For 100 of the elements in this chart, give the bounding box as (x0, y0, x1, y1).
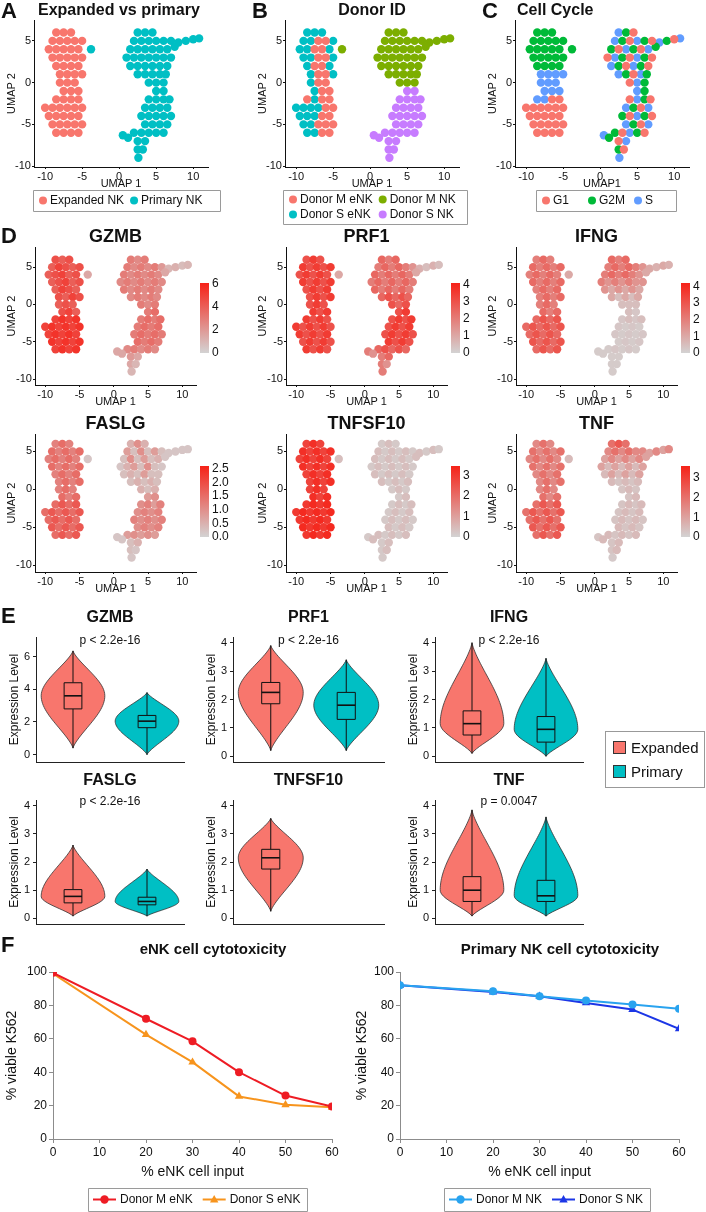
point (314, 120, 323, 129)
y-tick-label: 5 (276, 444, 283, 457)
y-tick-label: 60 (33, 1031, 48, 1046)
y-tick-label: 4 (220, 635, 227, 648)
y-tick-label: 1 (422, 720, 429, 733)
point (540, 45, 549, 54)
point (66, 28, 76, 37)
point (74, 95, 83, 104)
y-axis-title: UMAP 2 (485, 482, 498, 524)
point (529, 53, 538, 62)
y-tick-label: 5 (25, 444, 32, 457)
point (317, 61, 327, 71)
y-axis-title: UMAP 2 (4, 295, 17, 337)
point (621, 70, 631, 79)
legend-label: Donor S eNK (300, 206, 371, 221)
point (55, 78, 65, 87)
point (314, 78, 323, 87)
point (377, 61, 386, 71)
point (63, 103, 72, 112)
x-tick-label: 10 (438, 169, 451, 182)
text: E (1, 603, 16, 629)
y-tick-label: -5 (273, 520, 283, 533)
y-axis-title: UMAP 2 (255, 482, 268, 524)
point (629, 28, 638, 37)
x-tick-label: 5 (144, 387, 152, 400)
point (325, 61, 334, 71)
point (558, 36, 568, 46)
x-tick-label: -10 (288, 574, 305, 587)
chart-title: TNF (579, 412, 614, 433)
point (141, 1029, 151, 1038)
point (70, 36, 79, 46)
point (66, 45, 76, 54)
point (416, 95, 425, 104)
y-tick-label: 2 (220, 855, 227, 868)
x-tick-label: 10 (427, 574, 440, 587)
color-bar-label: 2 (463, 311, 470, 326)
point (414, 61, 423, 71)
legend-label: Donor M NK (476, 1191, 543, 1206)
x-tick-label: 5 (634, 169, 641, 182)
chart-title: PRF1 (288, 608, 330, 626)
point (402, 36, 412, 46)
x-tick-label: 10 (657, 574, 670, 587)
point (644, 120, 653, 129)
point (621, 120, 631, 129)
point (55, 53, 65, 62)
point (607, 45, 616, 54)
point (540, 128, 549, 137)
point (536, 53, 546, 62)
y-tick-label: 20 (380, 1097, 395, 1112)
point (647, 53, 657, 62)
y-tick-label: 0 (23, 911, 30, 924)
point (77, 103, 87, 112)
y-tick-label: 0 (506, 482, 513, 495)
point (77, 36, 87, 46)
point (314, 53, 323, 62)
y-tick-label: -5 (503, 520, 513, 533)
x-tick-label: 30 (532, 1144, 547, 1159)
x-tick-label: 10 (657, 387, 670, 400)
y-tick-label: -10 (267, 372, 283, 385)
point (317, 28, 327, 37)
y-tick-label: 0 (24, 75, 31, 88)
point (410, 111, 419, 121)
point (614, 136, 623, 146)
point (306, 78, 316, 87)
point (59, 111, 68, 121)
y-tick-label: 80 (33, 997, 48, 1012)
point (629, 70, 638, 79)
point (614, 70, 623, 79)
point (314, 103, 323, 112)
color-bar-label: 0.0 (212, 529, 230, 544)
x-tick-label: -5 (325, 574, 336, 587)
point (540, 61, 549, 71)
point (48, 53, 57, 62)
y-tick-label: -10 (266, 159, 282, 172)
point (299, 120, 308, 129)
point (380, 128, 390, 137)
point (636, 45, 646, 54)
y-tick-label: 2 (23, 715, 30, 727)
y-tick-label: 0 (276, 482, 283, 495)
point (321, 53, 330, 62)
point (547, 45, 557, 54)
y-tick-label: 3 (220, 826, 227, 839)
annotation: p = 0.0047 (480, 794, 538, 809)
point (551, 120, 560, 129)
point (374, 133, 384, 142)
point (625, 128, 634, 137)
x-tick-label: 60 (325, 1144, 339, 1159)
x-tick-label: 10 (187, 169, 200, 182)
point (391, 45, 401, 54)
y-tick-label: -10 (496, 159, 512, 172)
point (395, 36, 404, 46)
color-bar-label: 4 (463, 277, 470, 292)
color-bar-label: 2 (693, 311, 700, 326)
x-tick-label: 60 (672, 1144, 686, 1159)
point (414, 120, 423, 129)
point (406, 45, 416, 54)
point (188, 1037, 197, 1046)
point (70, 70, 79, 79)
point (555, 45, 564, 54)
point (303, 128, 312, 137)
